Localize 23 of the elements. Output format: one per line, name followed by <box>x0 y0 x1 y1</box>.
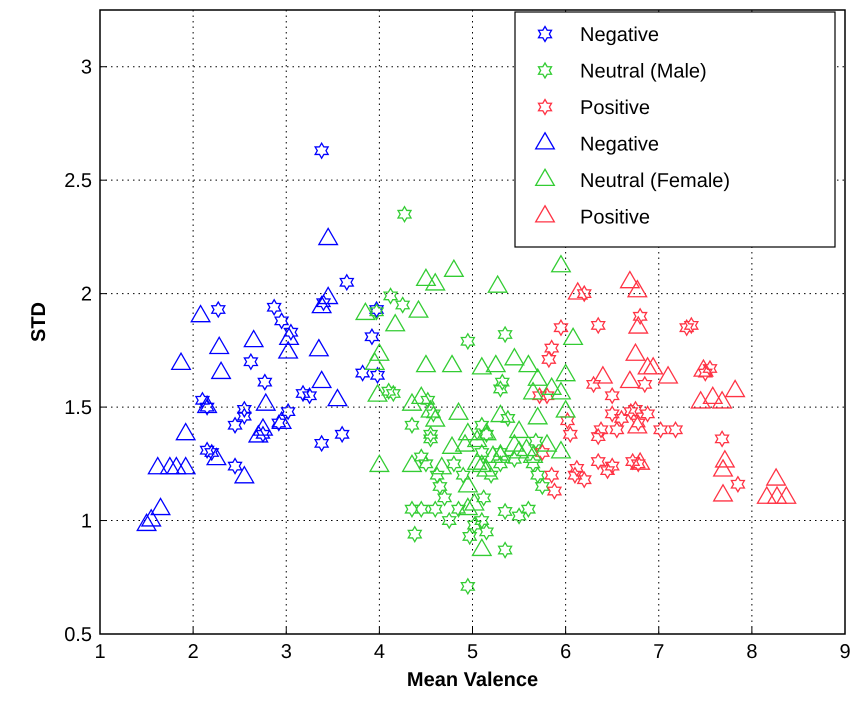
x-tick-label: 7 <box>653 641 664 663</box>
legend-label: Negative <box>580 24 659 46</box>
x-axis-title: Mean Valence <box>406 669 538 691</box>
y-tick-label: 2.5 <box>64 170 92 192</box>
y-tick-label: 1 <box>80 510 92 533</box>
legend-label: Positive <box>580 97 650 119</box>
x-tick-label: 8 <box>746 641 758 663</box>
x-tick-label: 9 <box>839 641 851 663</box>
y-tick-label: 1.5 <box>64 397 92 420</box>
legend-label: Positive <box>580 206 650 228</box>
legend-label: Neutral (Female) <box>580 170 730 192</box>
x-tick-label: 5 <box>466 641 478 663</box>
x-tick-label: 2 <box>188 641 199 663</box>
x-tick-label: 1 <box>94 641 106 663</box>
legend-label: Neutral (Male) <box>580 60 707 82</box>
y-tick-label: 2 <box>80 284 92 306</box>
x-tick-label: 3 <box>280 641 292 663</box>
y-tick-label: 3 <box>80 56 92 79</box>
legend-label: Negative <box>580 134 659 156</box>
y-axis-title: STD <box>28 302 50 342</box>
y-tick-label: 0.5 <box>64 624 92 646</box>
x-tick-label: 6 <box>560 641 572 663</box>
x-tick-label: 4 <box>374 641 385 663</box>
